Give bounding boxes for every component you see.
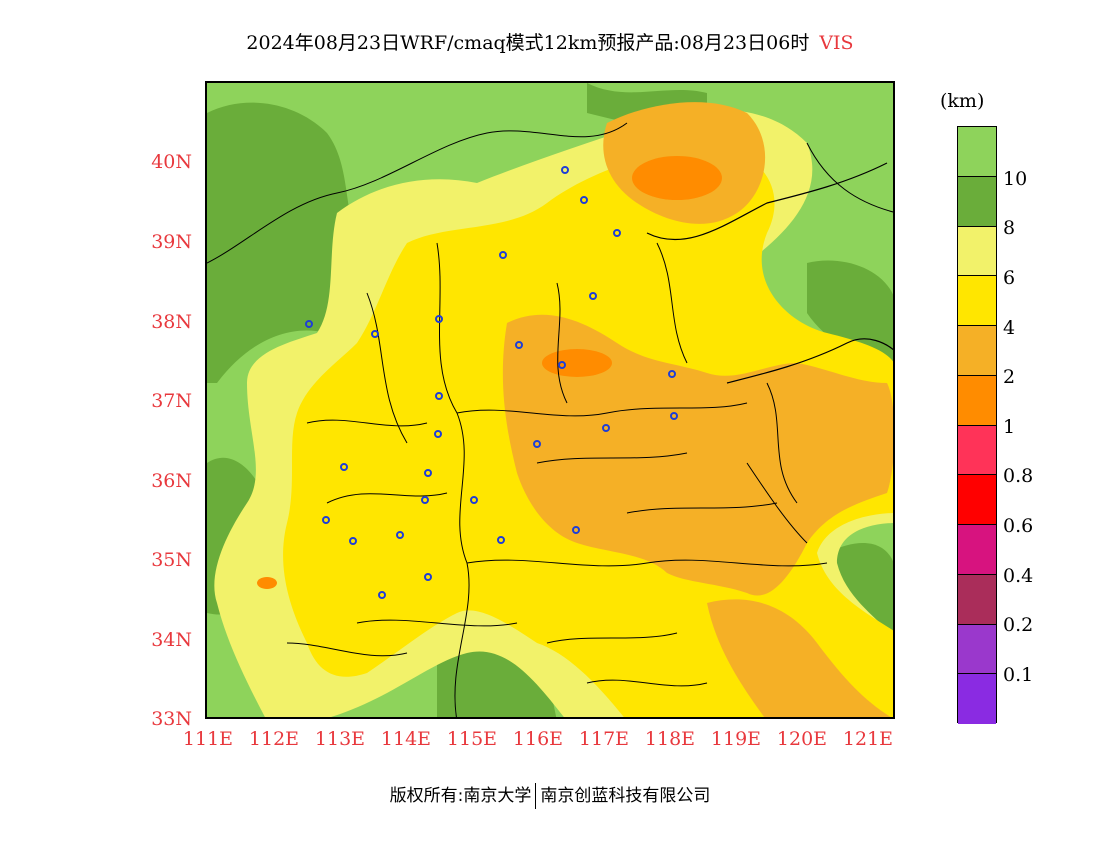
city-marker (378, 591, 386, 599)
city-marker (435, 392, 443, 400)
city-marker (434, 430, 442, 438)
colorbar-label-8: 8 (1003, 217, 1016, 239)
colorbar-label-10: 10 (1003, 168, 1028, 190)
footer-separator (535, 783, 537, 809)
colorbar-label-1: 1 (1003, 416, 1016, 438)
city-marker (602, 424, 610, 432)
city-marker (421, 496, 429, 504)
colorbar-swatch (958, 326, 996, 376)
city-marker (340, 463, 348, 471)
copyright-footer: 版权所有:南京大学 南京创蓝科技有限公司 (0, 781, 1100, 809)
vis-zone-2-4km-south (707, 599, 891, 717)
city-marker (371, 330, 379, 338)
lon-label-118e: 118E (644, 728, 696, 750)
lon-label-115e: 115E (446, 728, 498, 750)
colorbar-swatch (958, 375, 996, 426)
city-marker (561, 166, 569, 174)
lon-label-112e: 112E (248, 728, 300, 750)
city-marker (499, 251, 507, 259)
colorbar (957, 126, 997, 724)
title-text: 2024年08月23日WRF/cmaq模式12km预报产品:08月23日06时 (246, 32, 810, 54)
lon-label-117e: 117E (578, 728, 630, 750)
city-marker (515, 341, 523, 349)
city-marker (424, 469, 432, 477)
colorbar-label-0-1: 0.1 (1003, 664, 1034, 686)
city-marker (580, 196, 588, 204)
city-marker (322, 516, 330, 524)
colorbar-units: (km) (940, 90, 985, 112)
city-marker (470, 496, 478, 504)
copyright-right: 南京创蓝科技有限公司 (540, 786, 711, 806)
lon-label-116e: 116E (512, 728, 564, 750)
colorbar-label-0-4: 0.4 (1003, 565, 1034, 587)
lat-label-36n: 36N (151, 470, 192, 492)
title-variable: VIS (819, 32, 854, 54)
city-markers (305, 166, 678, 599)
city-marker (497, 536, 505, 544)
lon-label-111e: 111E (182, 728, 234, 750)
vis-zone-2-4km (502, 314, 893, 596)
colorbar-swatch (958, 624, 996, 675)
map-svg (207, 83, 893, 717)
city-marker (558, 361, 566, 369)
city-marker (589, 292, 597, 300)
chart-title: 2024年08月23日WRF/cmaq模式12km预报产品:08月23日06时 V… (0, 28, 1100, 55)
city-marker (435, 315, 443, 323)
colorbar-swatch (958, 127, 996, 177)
lat-label-38n: 38N (151, 311, 192, 333)
colorbar-swatch (958, 475, 996, 525)
colorbar-label-4: 4 (1003, 317, 1016, 339)
boundary-lines (207, 122, 893, 717)
lon-label-113e: 113E (314, 728, 366, 750)
visibility-map (205, 81, 895, 719)
vis-zone-1-2km (257, 156, 722, 589)
city-marker (396, 531, 404, 539)
colorbar-label-0-8: 0.8 (1003, 465, 1034, 487)
colorbar-swatch (958, 574, 996, 625)
colorbar-swatch (958, 425, 996, 476)
copyright-left: 版权所有:南京大学 (389, 786, 532, 806)
colorbar-label-6: 6 (1003, 267, 1016, 289)
colorbar-label-0-6: 0.6 (1003, 515, 1034, 537)
lat-label-39n: 39N (151, 231, 192, 253)
city-marker (533, 440, 541, 448)
colorbar-swatch (958, 674, 996, 724)
city-marker (670, 412, 678, 420)
lat-label-37n: 37N (151, 390, 192, 412)
lat-label-40n: 40N (151, 151, 192, 173)
lon-label-121e: 121E (842, 728, 894, 750)
city-marker (349, 537, 357, 545)
city-marker (572, 526, 580, 534)
lon-label-120e: 120E (776, 728, 828, 750)
city-marker (613, 229, 621, 237)
colorbar-swatch (958, 226, 996, 277)
city-marker (424, 573, 432, 581)
coastline (646, 162, 893, 384)
colorbar-label-0-2: 0.2 (1003, 614, 1034, 636)
lon-label-119e: 119E (710, 728, 762, 750)
lon-label-114e: 114E (380, 728, 432, 750)
lat-label-33n: 33N (151, 708, 192, 730)
colorbar-swatch (958, 525, 996, 575)
colorbar-swatch (958, 276, 996, 326)
city-marker (668, 370, 676, 378)
city-marker (305, 320, 313, 328)
colorbar-swatch (958, 176, 996, 227)
lat-label-34n: 34N (151, 629, 192, 651)
colorbar-label-2: 2 (1003, 366, 1016, 388)
lat-label-35n: 35N (151, 549, 192, 571)
